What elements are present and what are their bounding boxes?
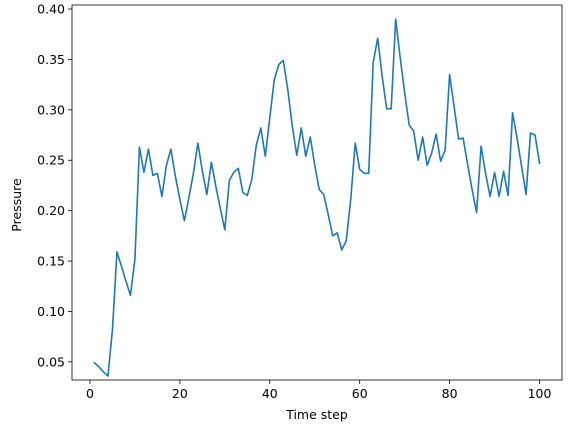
y-tick-label: 0.15: [37, 254, 65, 269]
x-tick-label: 40: [262, 386, 278, 401]
axes-frame: [71, 4, 563, 381]
series-line: [93, 18, 541, 377]
x-tick-label: 20: [172, 386, 188, 401]
x-axis-label: Time step: [285, 407, 348, 422]
y-tick-label: 0.35: [37, 52, 65, 67]
y-axis-label: Pressure: [9, 178, 24, 232]
y-tick-label: 0.20: [37, 203, 65, 218]
y-tick-label: 0.25: [37, 153, 65, 168]
x-tick-label: 80: [442, 386, 458, 401]
y-tick-label: 0.40: [37, 2, 65, 17]
x-tick-label: 0: [86, 386, 94, 401]
x-tick-label: 100: [528, 386, 552, 401]
y-tick-label: 0.10: [37, 304, 65, 319]
y-tick-label: 0.30: [37, 102, 65, 117]
y-tick-label: 0.05: [37, 354, 65, 369]
x-tick-label: 60: [352, 386, 368, 401]
axis-ticks: 0 20 40 60 80 100 0.05 0.10 0.15 0.20 0.25 0.30 0.35…: [37, 2, 551, 401]
plot-area: [71, 4, 563, 381]
